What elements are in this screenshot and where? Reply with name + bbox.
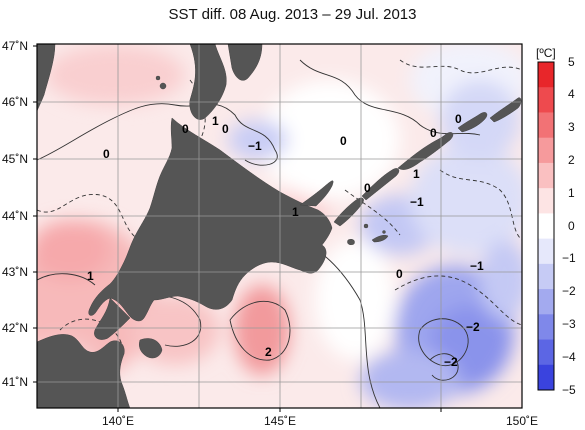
colorbar-tick: −3 xyxy=(562,317,576,331)
contour-label: −2 xyxy=(444,355,458,369)
lon-label: 145˚E xyxy=(264,414,296,428)
lat-label: 47˚N xyxy=(2,39,28,53)
contour-value-labels: 0 1 0 −1 0 0 0 0 0 1 −1 1 −1 0 1 −2 −2 2 xyxy=(87,112,484,369)
lon-label: 150˚E xyxy=(506,414,538,428)
contour-label: 1 xyxy=(87,269,94,283)
lat-label: 45˚N xyxy=(2,152,28,166)
latitude-labels: 47˚N 46˚N 45˚N 44˚N 43˚N 42˚N 41˚N xyxy=(2,39,28,389)
contour-label: 1 xyxy=(212,114,219,128)
contour-label: 0 xyxy=(340,134,347,148)
colorbar-cell xyxy=(538,238,554,265)
colorbar-tick: 0 xyxy=(568,219,575,233)
land-honshu xyxy=(37,334,131,408)
lon-label: 140˚E xyxy=(102,414,134,428)
colorbar-cell xyxy=(538,289,554,315)
lat-label: 42˚N xyxy=(2,321,28,335)
colorbar-cell xyxy=(538,339,554,366)
land-iturup xyxy=(397,132,454,170)
longitude-labels: 140˚E 145˚E 150˚E xyxy=(102,414,538,428)
colorbar-cell xyxy=(538,263,554,290)
colorbar-tick: 4 xyxy=(568,87,575,101)
colorbar-cell xyxy=(538,62,554,88)
contour-label: −1 xyxy=(470,259,484,273)
colorbar-cell xyxy=(538,112,554,139)
lat-label: 44˚N xyxy=(2,209,28,223)
colorbar-cell xyxy=(538,162,554,189)
colorbar-unit: [ºC] xyxy=(536,46,556,60)
contour-label: 0 xyxy=(182,122,189,136)
lat-label: 41˚N xyxy=(2,375,28,389)
tick-marks xyxy=(33,45,442,412)
contour-label: 0 xyxy=(222,122,229,136)
colorbar-cell xyxy=(538,188,554,214)
contour-label: 0 xyxy=(430,126,437,140)
colorbar-tick: −1 xyxy=(562,251,576,265)
contour-label: 0 xyxy=(103,147,110,161)
colorbar-tick: 2 xyxy=(568,153,575,167)
colorbar-frame xyxy=(537,61,555,391)
colorbar-cell xyxy=(538,87,554,113)
colorbar-tick: −2 xyxy=(562,284,576,298)
colorbar-tick: −5 xyxy=(562,383,576,397)
contour-label: 1 xyxy=(292,205,299,219)
contour-label: 0 xyxy=(455,112,462,126)
contour-label: 1 xyxy=(413,167,420,181)
lat-label: 43˚N xyxy=(2,265,28,279)
graticule xyxy=(37,44,522,408)
colorbar-tick: 3 xyxy=(568,120,575,134)
lat-label: 46˚N xyxy=(2,95,28,109)
colorbar-cell xyxy=(538,137,554,164)
map-title: SST diff. 08 Aug. 2013 – 29 Jul. 2013 xyxy=(168,6,417,23)
contour-label: −1 xyxy=(410,195,424,209)
colorbar-cells xyxy=(538,62,554,391)
colorbar-tick: 5 xyxy=(568,55,575,69)
colorbar-cell xyxy=(538,364,554,391)
land-kunashir xyxy=(333,197,364,227)
contour-label: 2 xyxy=(265,345,272,359)
land-aniwa-peninsula xyxy=(227,44,263,81)
colorbar-tick: 1 xyxy=(568,186,575,200)
colorbar-tick: −4 xyxy=(562,350,576,364)
colorbar-cell xyxy=(538,213,554,240)
land-hokkaido xyxy=(88,117,333,322)
colorbar-cell xyxy=(538,314,554,340)
contour-label: 0 xyxy=(396,267,403,281)
colorbar: [ºC] 5 4 3 2 1 0 −1 −2 −3 −4 −5 xyxy=(536,46,576,397)
contour-label: −2 xyxy=(466,320,480,334)
contour-label: 0 xyxy=(364,181,371,195)
contour-label: −1 xyxy=(248,139,262,153)
land-masses xyxy=(37,44,522,408)
